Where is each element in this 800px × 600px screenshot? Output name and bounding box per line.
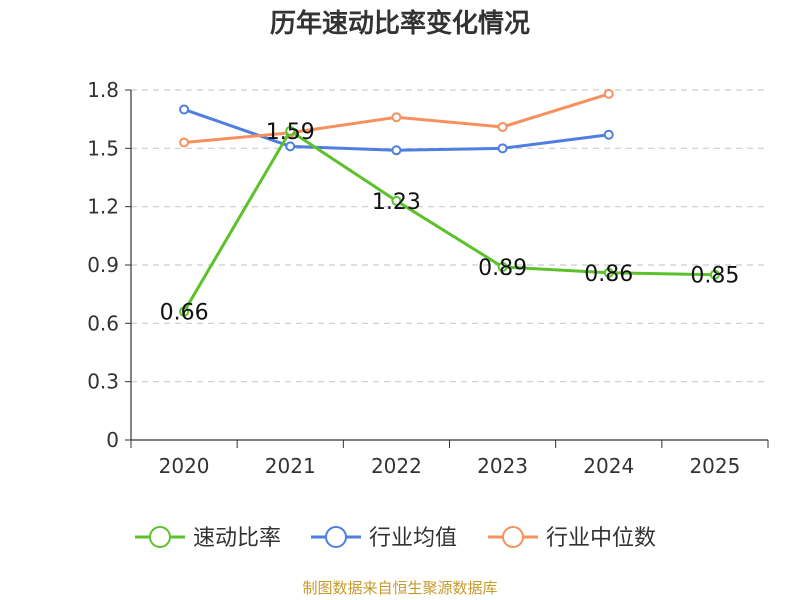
x-tick-label: 2021 bbox=[265, 454, 316, 478]
y-tick-label: 0.9 bbox=[87, 253, 119, 277]
legend-marker bbox=[502, 526, 524, 548]
data-label: 0.89 bbox=[478, 256, 527, 281]
data-labels: 0.66 1.59 1.23 0.89 0.86 0.85 bbox=[160, 120, 740, 326]
data-point[interactable] bbox=[391, 145, 402, 156]
source-note: 制图数据来自恒生聚源数据库 bbox=[302, 579, 497, 597]
grid bbox=[131, 89, 768, 383]
y-tick-label: 1.8 bbox=[87, 78, 119, 102]
data-point[interactable] bbox=[709, 269, 720, 280]
y-tick-label: 0.3 bbox=[87, 370, 119, 394]
legend-item[interactable]: 行业均值 bbox=[311, 526, 457, 551]
data-point[interactable] bbox=[285, 141, 296, 152]
data-point[interactable] bbox=[391, 112, 402, 123]
data-point[interactable] bbox=[603, 88, 614, 99]
data-point[interactable] bbox=[179, 104, 190, 115]
data-point[interactable] bbox=[497, 261, 508, 272]
axes: 0 0.3 0.6 0.9 1.2 1.5 1.8 2020 2021 2022 2023 2024 2… bbox=[87, 78, 769, 478]
data-point[interactable] bbox=[603, 267, 614, 278]
data-label: 0.85 bbox=[690, 264, 739, 289]
y-tick-label: 0.6 bbox=[87, 311, 119, 335]
data-point[interactable] bbox=[179, 306, 190, 317]
data-point[interactable] bbox=[179, 137, 190, 148]
data-point[interactable] bbox=[285, 125, 296, 136]
legend-label: 行业中位数 bbox=[546, 526, 656, 551]
x-tick-label: 2022 bbox=[371, 454, 422, 478]
data-label: 1.59 bbox=[266, 120, 315, 145]
legend-item[interactable]: 行业中位数 bbox=[488, 526, 656, 551]
x-tick-label: 2023 bbox=[477, 454, 528, 478]
data-label: 0.86 bbox=[584, 262, 633, 287]
legend-label: 行业均值 bbox=[369, 526, 457, 551]
data-point[interactable] bbox=[391, 195, 402, 206]
data-point[interactable] bbox=[497, 143, 508, 154]
legend-label: 速动比率 bbox=[193, 526, 281, 551]
series-line-0 bbox=[182, 129, 715, 313]
series-lines bbox=[179, 88, 720, 317]
data-label: 0.66 bbox=[160, 301, 209, 326]
x-tick-label: 2020 bbox=[159, 454, 210, 478]
y-tick-label: 1.2 bbox=[87, 195, 119, 219]
legend-marker bbox=[325, 526, 347, 548]
legend: 速动比率 行业均值 行业中位数 bbox=[135, 526, 656, 551]
legend-item[interactable]: 速动比率 bbox=[135, 526, 281, 551]
chart-title: 历年速动比率变化情况 bbox=[270, 8, 530, 39]
x-tick-label: 2024 bbox=[583, 454, 634, 478]
legend-marker bbox=[149, 526, 171, 548]
data-label: 1.23 bbox=[372, 190, 421, 215]
y-tick-label: 1.5 bbox=[87, 136, 119, 160]
data-point[interactable] bbox=[497, 121, 508, 132]
data-point[interactable] bbox=[603, 129, 614, 140]
y-tick-label: 0 bbox=[106, 428, 119, 452]
x-tick-label: 2025 bbox=[689, 454, 740, 478]
